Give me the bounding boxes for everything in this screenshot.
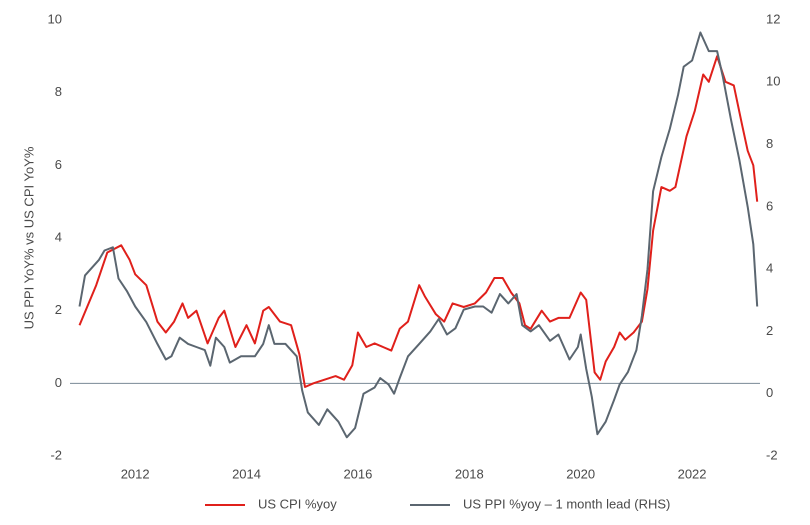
y2-tick-label: 6	[766, 198, 773, 213]
y-tick-label: 10	[48, 11, 62, 26]
y-axis-label: US PPI YoY% vs US CPI YoY%	[21, 146, 36, 329]
y-tick-label: 2	[55, 302, 62, 317]
y-tick-label: 6	[55, 157, 62, 172]
y2-tick-label: 2	[766, 323, 773, 338]
y2-tick-label: 4	[766, 261, 773, 276]
legend-label: US CPI %yoy	[258, 496, 337, 511]
x-tick-label: 2012	[121, 466, 150, 481]
y-tick-label: -2	[50, 447, 62, 462]
y2-tick-label: 8	[766, 136, 773, 151]
y-tick-label: 8	[55, 84, 62, 99]
y2-tick-label: 10	[766, 74, 780, 89]
y-tick-label: 4	[55, 229, 62, 244]
y2-tick-label: -2	[766, 447, 778, 462]
y2-tick-label: 12	[766, 11, 780, 26]
x-tick-label: 2014	[232, 466, 261, 481]
y-tick-label: 0	[55, 375, 62, 390]
x-tick-label: 2022	[678, 466, 707, 481]
line-series	[78, 55, 759, 388]
line-series	[78, 31, 759, 439]
legend-label: US PPI %yoy – 1 month lead (RHS)	[463, 496, 670, 511]
x-tick-label: 2018	[455, 466, 484, 481]
y2-tick-label: 0	[766, 385, 773, 400]
x-tick-label: 2016	[343, 466, 372, 481]
x-tick-label: 2020	[566, 466, 595, 481]
